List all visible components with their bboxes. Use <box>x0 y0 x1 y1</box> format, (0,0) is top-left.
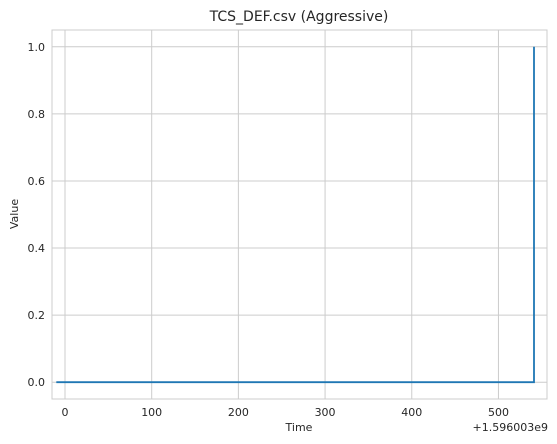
x-offset-label: +1.596003e9 <box>473 421 548 434</box>
x-tick-label: 200 <box>228 406 249 419</box>
x-tick-label: 100 <box>141 406 162 419</box>
series-line <box>56 46 535 384</box>
series-lines <box>56 46 535 384</box>
y-tick-label: 0.2 <box>28 309 46 322</box>
x-tick-label: 500 <box>488 406 509 419</box>
y-tick-label: 1.0 <box>28 41 46 54</box>
y-tick-label: 0.0 <box>28 376 46 389</box>
chart-title: TCS_DEF.csv (Aggressive) <box>209 9 389 25</box>
x-tick-label: 300 <box>315 406 336 419</box>
x-tick-label: 0 <box>62 406 69 419</box>
y-tick-label: 0.4 <box>28 242 46 255</box>
y-tick-label: 0.6 <box>28 175 46 188</box>
x-axis-ticks: 0 100 200 300 400 500 <box>62 406 509 419</box>
x-tick-label: 400 <box>401 406 422 419</box>
y-tick-label: 0.8 <box>28 108 46 121</box>
y-axis-ticks: 0.0 0.2 0.4 0.6 0.8 1.0 <box>28 41 46 389</box>
x-axis-label: Time <box>285 421 313 434</box>
plot-area <box>51 29 548 400</box>
y-axis-label: Value <box>8 199 21 229</box>
